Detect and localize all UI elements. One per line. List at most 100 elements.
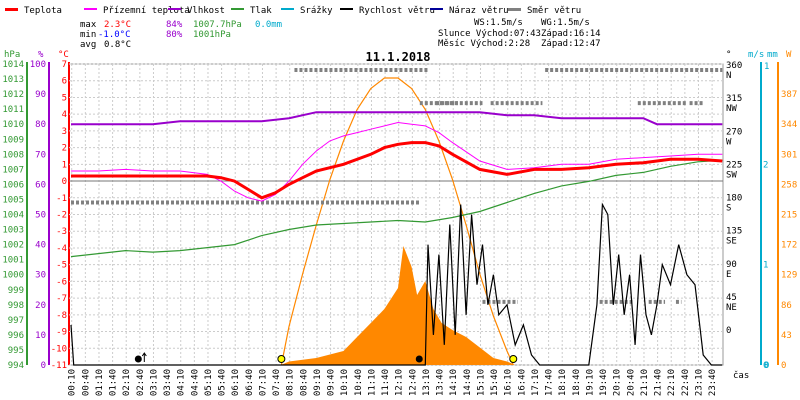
tick-label-x: 04:40 (190, 369, 200, 396)
tick-label-pressure: 1007 (2, 165, 24, 175)
tick-label-humidity: 60 (35, 180, 46, 190)
tick-label-temp: 0 (62, 177, 67, 187)
tick-labels: -11-10-9-8-7-6-5-4-3-2-10123456799499599… (2, 60, 797, 396)
stats-avg-label: avg (80, 40, 96, 50)
tick-label-temp: -6 (56, 277, 67, 287)
astro-block: WS:1.5m/s WG:1.5m/s Slunce Východ:07:43 … (438, 18, 601, 49)
tick-label-pressure: 1010 (2, 120, 24, 130)
tick-label-x: 13:40 (436, 369, 446, 396)
tick-label-x: 11:40 (381, 369, 391, 396)
tick-label-x: 21:10 (640, 369, 650, 396)
tick-label-temp: -10 (51, 344, 67, 354)
tick-label-direction: NW (726, 104, 737, 114)
tick-label-x: 19:10 (585, 369, 595, 396)
tick-label-pressure: 1014 (2, 60, 24, 70)
tick-label-temp: -1 (56, 194, 67, 204)
legend-label-humidity: Vlhkost (187, 6, 225, 16)
tick-label-x: 07:10 (258, 369, 268, 396)
tick-label-solar: 129 (781, 271, 797, 281)
unit-cas: čas (733, 370, 749, 381)
tick-label-temp: 6 (62, 77, 67, 87)
tick-label-pressure: 1003 (2, 226, 24, 236)
tick-label-pressure: 1013 (2, 75, 24, 85)
tick-label-x: 07:40 (272, 369, 282, 396)
tick-label-pressure: 999 (8, 286, 24, 296)
astro-ws: WS:1.5m/s (474, 18, 523, 28)
tick-label-pressure: 1009 (2, 135, 24, 145)
tick-label-temp: -8 (56, 311, 67, 321)
tick-label-humidity: 50 (35, 211, 46, 221)
tick-label-x: 16:10 (504, 369, 514, 396)
tick-label-x: 20:10 (613, 369, 623, 396)
tick-label-x: 10:40 (354, 369, 364, 396)
temperature-line (71, 141, 723, 200)
legend-swatch-humidity (168, 8, 181, 10)
unit-degc: °C (58, 50, 69, 60)
tick-label-direction: 180 (726, 194, 742, 204)
astro-sun-rise: Slunce Východ:07:43 (438, 29, 541, 39)
tick-label-pressure: 994 (8, 361, 24, 371)
tick-label-direction: 0 (726, 326, 731, 336)
stats-max-hum: 84% (166, 20, 183, 30)
legend-swatch-pressure (231, 8, 244, 10)
stats-block: max 2.3°C 84% 1007.7hPa 0.0mm min -1.0°C… (80, 20, 282, 50)
legend-label-pressure: Tlak (250, 6, 272, 16)
tick-label-direction: 315 (726, 94, 742, 104)
astro-wg: WG:1.5m/s (541, 18, 590, 28)
astro-sun-set: Západ:16:14 (541, 29, 601, 39)
stats-max-temp: 2.3°C (104, 20, 131, 30)
tick-label-x: 08:10 (286, 369, 296, 396)
tick-label-temp: 4 (62, 110, 67, 120)
tick-label-x: 20:40 (626, 369, 636, 396)
tick-label-x: 15:10 (476, 369, 486, 396)
tick-label-x: 15:40 (490, 369, 500, 396)
tick-label-pressure: 1008 (2, 150, 24, 160)
moonset-marker (415, 355, 423, 363)
tick-label-pressure: 1006 (2, 180, 24, 190)
tick-label-temp: -5 (56, 261, 67, 271)
legend-swatch-ground-temp (84, 8, 97, 10)
legend-label-wind-speed: Rychlost větru (359, 6, 435, 16)
tick-label-x: 14:40 (463, 369, 473, 396)
tick-label-temp: 5 (62, 93, 67, 103)
tick-label-pressure: 998 (8, 301, 24, 311)
tick-label-x: 05:40 (218, 369, 228, 396)
tick-label-wind: 2 (763, 160, 768, 170)
tick-label-x: 14:10 (449, 369, 459, 396)
legend-swatch-wind-dir (508, 8, 521, 11)
tick-label-x: 01:40 (109, 369, 119, 396)
tick-label-direction: 360 (726, 61, 742, 71)
tick-label-rain: 0 (764, 361, 769, 371)
tick-label-x: 18:40 (572, 369, 582, 396)
tick-label-humidity: 40 (35, 241, 46, 251)
moonrise-marker (134, 355, 142, 363)
unit-hpa: hPa (4, 50, 20, 60)
stats-avg-temp: 0.8°C (104, 40, 131, 50)
tick-label-temp: 2 (62, 144, 67, 154)
legend-label-wind-dir: Směr větru (527, 6, 581, 16)
tick-label-x: 10:10 (340, 369, 350, 396)
tick-label-solar: 43 (781, 331, 792, 341)
stats-max-label: max (80, 20, 97, 30)
series-layer (70, 111, 723, 366)
tick-label-x: 09:40 (327, 369, 337, 396)
tick-label-x: 05:10 (204, 369, 214, 396)
tick-label-x: 23:10 (694, 369, 704, 396)
axis-lines (26, 62, 779, 365)
tick-label-temp: 3 (62, 127, 67, 137)
tick-label-x: 09:10 (313, 369, 323, 396)
legend-label-gust: Náraz větru (449, 6, 509, 16)
tick-label-humidity: 90 (35, 90, 46, 100)
tick-label-x: 17:40 (545, 369, 555, 396)
astro-moon-rise: Měsíc Východ:2:28 (438, 39, 530, 49)
tick-label-solar: 301 (781, 150, 797, 160)
tick-label-humidity: 100 (30, 60, 46, 70)
legend-swatch-rain (281, 8, 294, 10)
tick-label-x: 13:10 (422, 369, 432, 396)
tick-label-x: 02:10 (122, 369, 132, 396)
tick-label-pressure: 1001 (2, 256, 24, 266)
unit-deg: ° (726, 50, 731, 60)
tick-label-x: 22:40 (681, 369, 691, 396)
tick-label-pressure: 1002 (2, 241, 24, 251)
